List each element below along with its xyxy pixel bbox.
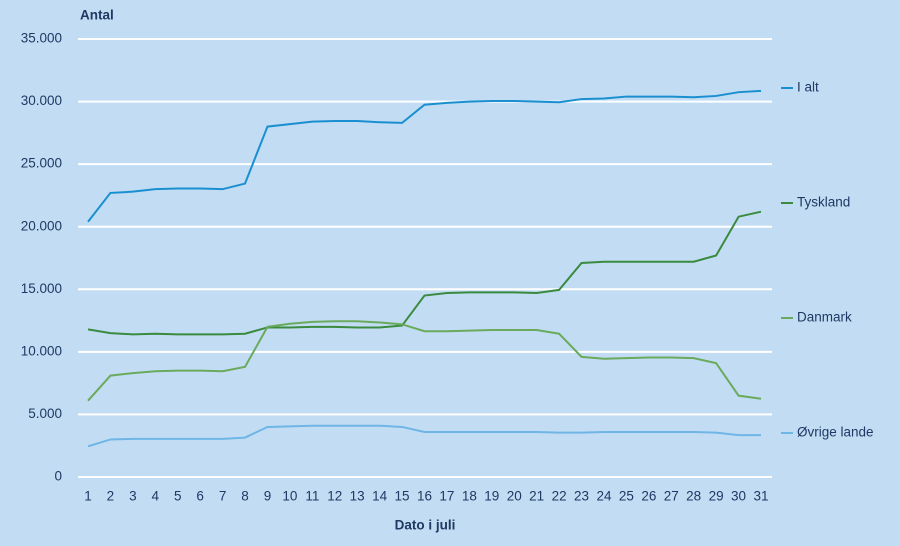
series-line xyxy=(87,89,762,223)
x-axis-label: Dato i juli xyxy=(395,518,456,533)
x-tick-label: 13 xyxy=(350,489,365,504)
x-tick-label: 18 xyxy=(462,489,477,504)
x-tick-label: 6 xyxy=(196,489,204,504)
y-tick-label: 25.000 xyxy=(21,156,62,171)
x-tick-label: 9 xyxy=(264,489,272,504)
x-tick-label: 20 xyxy=(507,489,522,504)
x-tick-label: 31 xyxy=(753,489,768,504)
x-tick-label: 26 xyxy=(641,489,656,504)
x-tick-label: 5 xyxy=(174,489,182,504)
y-tick-label: 20.000 xyxy=(21,218,62,233)
x-tick-label: 12 xyxy=(327,489,342,504)
x-tick-label: 14 xyxy=(372,489,388,504)
y-tick-label: 35.000 xyxy=(21,31,62,46)
x-tick-label: 11 xyxy=(305,489,319,504)
x-tick-label: 17 xyxy=(439,489,454,504)
x-tick-label: 15 xyxy=(395,489,410,504)
x-tick-label: 21 xyxy=(529,489,544,504)
x-tick-label: 22 xyxy=(552,489,567,504)
x-tick-label: 16 xyxy=(417,489,432,504)
legend-label: I alt xyxy=(797,80,819,95)
legend-label: Øvrige lande xyxy=(797,425,874,440)
x-tick-label: 7 xyxy=(219,489,227,504)
y-tick-label: 15.000 xyxy=(21,281,62,296)
x-tick-label: 27 xyxy=(664,489,679,504)
x-tick-label: 23 xyxy=(574,489,589,504)
y-tick-label: 30.000 xyxy=(21,93,62,108)
x-tick-label: 30 xyxy=(731,489,746,504)
y-tick-label: 10.000 xyxy=(21,343,62,358)
y-tick-label: 5.000 xyxy=(28,406,62,421)
x-tick-label: 2 xyxy=(107,489,115,504)
x-tick-label: 8 xyxy=(241,489,249,504)
x-tick-label: 19 xyxy=(484,489,499,504)
legend-label: Tyskland xyxy=(797,195,850,210)
x-tick-label: 29 xyxy=(709,489,724,504)
x-tick-label: 4 xyxy=(152,489,160,504)
x-tick-label: 10 xyxy=(282,489,297,504)
y-tick-label: 0 xyxy=(54,469,62,484)
series-line xyxy=(87,320,762,402)
x-tick-label: 25 xyxy=(619,489,634,504)
x-tick-label: 1 xyxy=(84,489,92,504)
series-line xyxy=(87,210,762,336)
legend-label: Danmark xyxy=(797,310,852,325)
x-tick-label: 24 xyxy=(596,489,612,504)
x-tick-label: 3 xyxy=(129,489,137,504)
series-line xyxy=(87,424,761,448)
x-tick-label: 28 xyxy=(686,489,701,504)
y-axis-label: Antal xyxy=(80,8,114,23)
